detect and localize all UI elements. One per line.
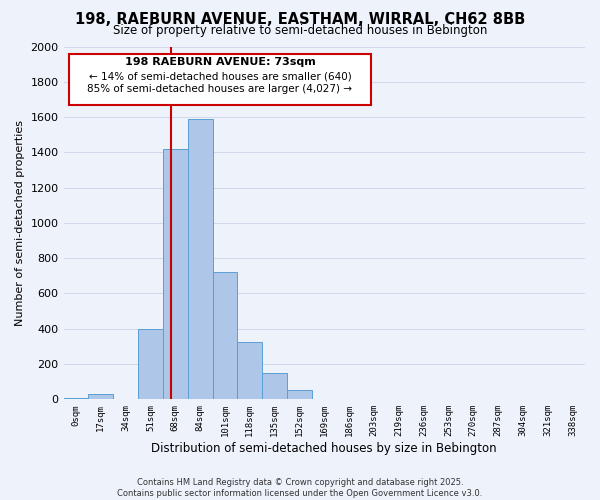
Bar xyxy=(287,390,312,400)
Y-axis label: Number of semi-detached properties: Number of semi-detached properties xyxy=(15,120,25,326)
Text: 198 RAEBURN AVENUE: 73sqm: 198 RAEBURN AVENUE: 73sqm xyxy=(125,57,316,67)
Bar xyxy=(262,373,287,400)
X-axis label: Distribution of semi-detached houses by size in Bebington: Distribution of semi-detached houses by … xyxy=(151,442,497,455)
Text: Contains HM Land Registry data © Crown copyright and database right 2025.
Contai: Contains HM Land Registry data © Crown c… xyxy=(118,478,482,498)
Bar xyxy=(88,394,113,400)
Text: 198, RAEBURN AVENUE, EASTHAM, WIRRAL, CH62 8BB: 198, RAEBURN AVENUE, EASTHAM, WIRRAL, CH… xyxy=(75,12,525,28)
Bar xyxy=(212,272,238,400)
Bar xyxy=(238,342,262,400)
Text: Size of property relative to semi-detached houses in Bebington: Size of property relative to semi-detach… xyxy=(113,24,487,37)
Text: ← 14% of semi-detached houses are smaller (640): ← 14% of semi-detached houses are smalle… xyxy=(89,71,352,81)
Bar xyxy=(64,398,88,400)
FancyBboxPatch shape xyxy=(69,54,371,104)
Bar xyxy=(188,119,212,400)
Bar xyxy=(163,149,188,400)
Bar xyxy=(138,329,163,400)
Text: 85% of semi-detached houses are larger (4,027) →: 85% of semi-detached houses are larger (… xyxy=(88,84,352,94)
